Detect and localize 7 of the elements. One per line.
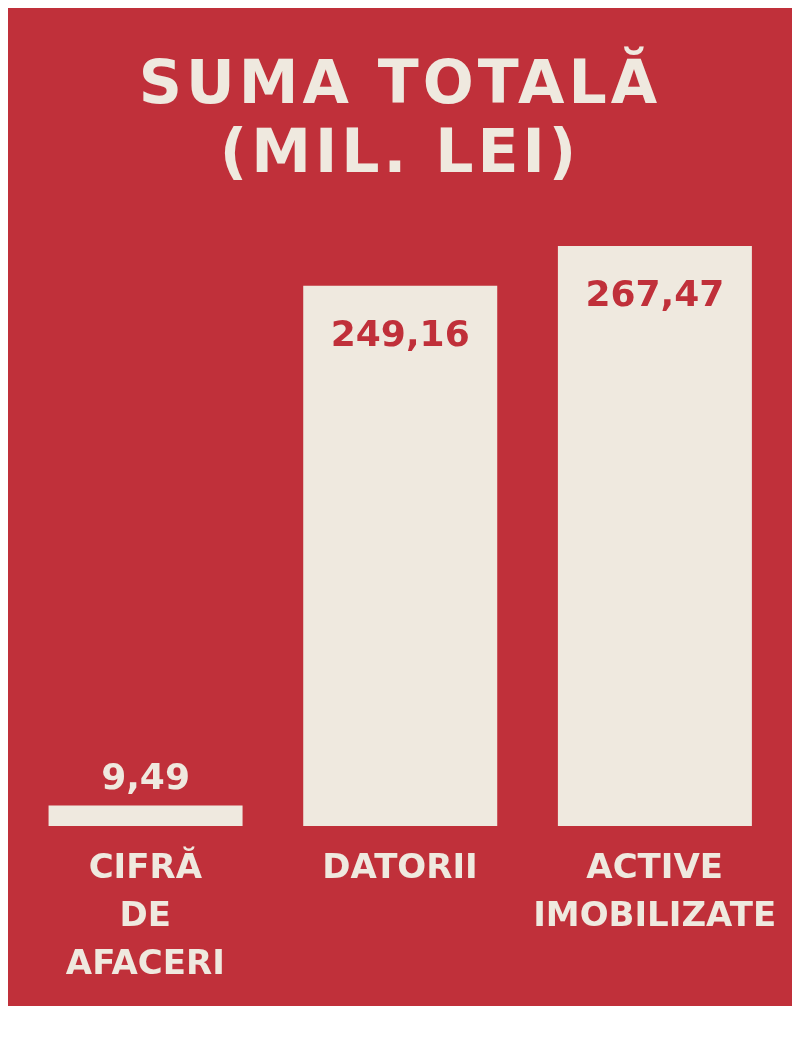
x-tick-label: DATORII (322, 846, 478, 886)
chart-title: SUMA TOTALĂ (MIL. LEI) (137, 45, 663, 186)
x-tick-label: ACTIVE IMOBILIZATE (533, 846, 777, 934)
data-label: 267,47 (585, 273, 725, 314)
data-label: 9,49 (101, 756, 190, 798)
x-tick-label: CIFRĂ DE AFACERI (65, 846, 225, 982)
data-label: 249,16 (330, 312, 470, 354)
